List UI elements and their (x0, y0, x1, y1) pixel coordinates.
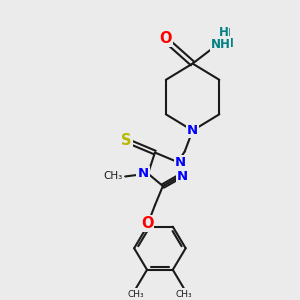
Text: O: O (141, 216, 153, 231)
Text: H: H (224, 37, 234, 50)
Text: NH: NH (210, 38, 230, 51)
Text: CH₃: CH₃ (128, 290, 144, 299)
Text: N: N (187, 124, 198, 137)
Text: CH₃: CH₃ (103, 172, 122, 182)
Text: N: N (175, 156, 186, 169)
Text: S: S (121, 133, 131, 148)
Text: H: H (221, 27, 231, 40)
Text: N: N (137, 167, 148, 180)
Text: N: N (177, 170, 188, 183)
Text: CH₃: CH₃ (176, 290, 192, 299)
Text: O: O (160, 31, 172, 46)
Text: H: H (218, 26, 228, 40)
